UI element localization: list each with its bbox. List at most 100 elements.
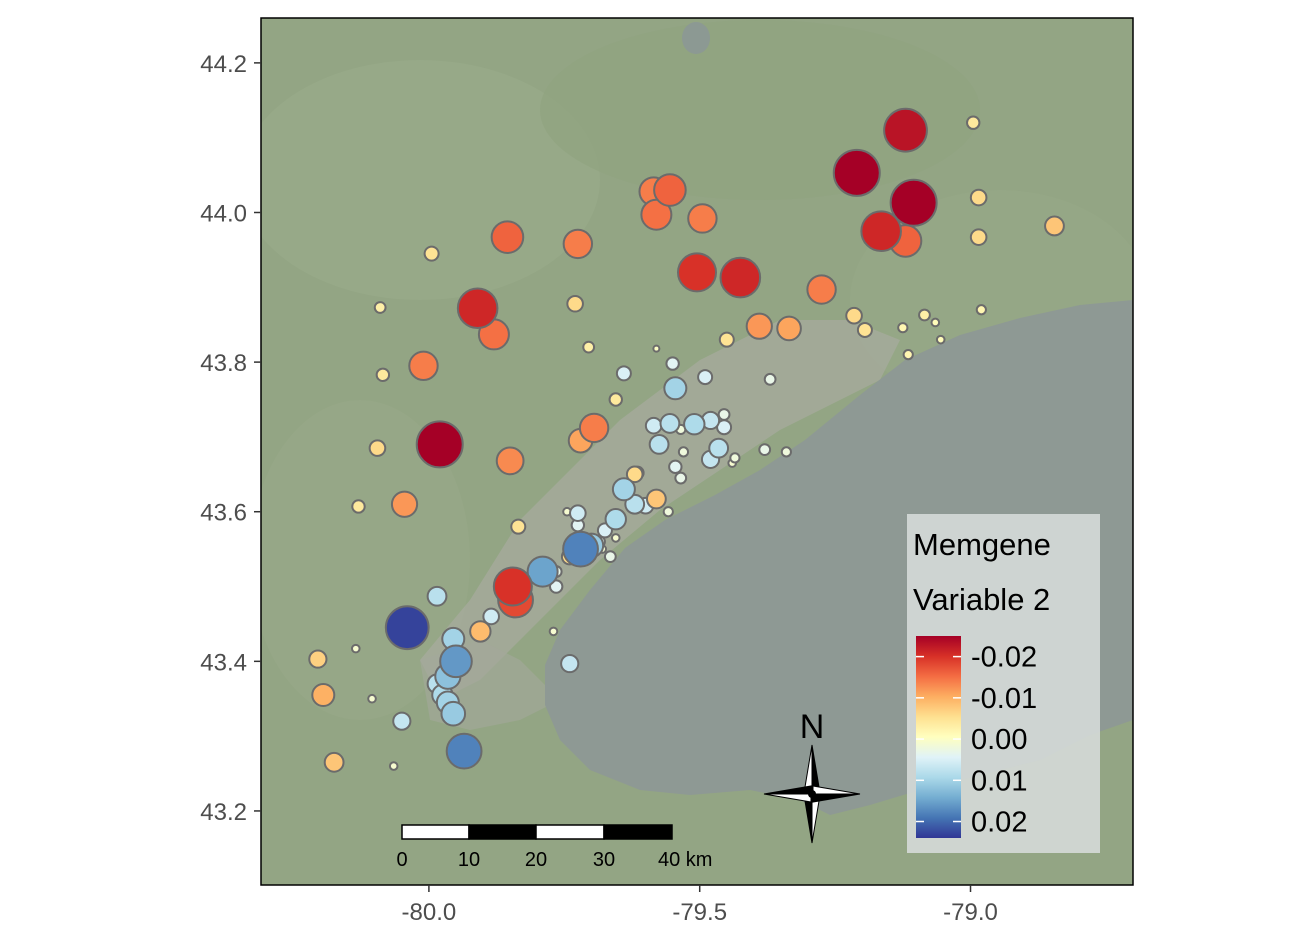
sample-point [560, 653, 580, 674]
sample-point [351, 499, 366, 514]
sample-point [966, 115, 981, 130]
scale-label-0: 0 [396, 849, 407, 871]
sample-point [615, 365, 632, 382]
legend-colorbar [916, 636, 961, 838]
sample-point [469, 620, 492, 643]
sample-point [806, 274, 837, 305]
y-tick-label: 43.8 [200, 350, 247, 377]
sample-point [935, 334, 946, 345]
y-tick-label: 44.0 [200, 200, 247, 227]
sample-point [659, 413, 681, 434]
sample-point [308, 649, 328, 669]
sample-point [776, 315, 802, 342]
sample-point [718, 331, 735, 348]
sample-point [569, 504, 587, 523]
plot-panel-border [260, 17, 1134, 886]
sample-point [719, 256, 762, 299]
sample-point [653, 173, 687, 207]
legend: Memgene Variable 2 -0.02 -0.01 0.00 0.01 0.0… [907, 514, 1100, 853]
sample-point [578, 412, 610, 444]
scale-bar: 0 10 20 30 40 km [396, 824, 712, 871]
sample-point [708, 437, 730, 459]
sample-point [975, 304, 987, 316]
legend-tick-label: 0.02 [971, 807, 1027, 839]
x-tick-label: -80.0 [402, 899, 457, 926]
sample-point [663, 376, 688, 401]
sample-point [426, 585, 448, 607]
sample-point [526, 555, 559, 588]
sample-point [611, 477, 636, 502]
legend-tick-label: -0.01 [971, 683, 1037, 715]
sample-point [440, 700, 467, 727]
sample-point [1044, 215, 1065, 237]
sample-point [610, 533, 621, 543]
sample-point [311, 682, 336, 707]
x-tick-label: -79.5 [672, 899, 727, 926]
sample-point [930, 317, 941, 328]
sample-point [368, 439, 387, 457]
sample-point [780, 446, 792, 458]
sample-point [510, 518, 527, 535]
scale-bar-segment-3 [535, 824, 605, 840]
sample-point [902, 349, 914, 361]
legend-tick-label: 0.01 [971, 765, 1027, 797]
sample-point [608, 392, 623, 407]
sample-point [390, 490, 419, 518]
sample-point [562, 228, 594, 260]
sample-point [388, 761, 399, 771]
sample-point [918, 308, 931, 322]
y-tick-label: 43.6 [200, 500, 247, 527]
sample-point [350, 643, 361, 654]
north-arrow-icon: N [763, 708, 861, 844]
legend-title-line1: Memgene [913, 527, 1051, 562]
y-tick-label: 43.4 [200, 649, 247, 676]
sample-point [758, 443, 772, 457]
sample-point [668, 459, 683, 475]
sample-point [373, 301, 387, 314]
sample-point [677, 446, 690, 458]
sample-point [566, 294, 584, 313]
sample-point [683, 412, 706, 436]
sample-point [562, 530, 599, 568]
sample-point [375, 367, 391, 383]
sample-point [408, 350, 439, 382]
sample-point [392, 711, 412, 731]
y-tick-label: 43.2 [200, 799, 247, 826]
sample-point [845, 306, 863, 325]
x-tick-label: -79.0 [943, 899, 998, 926]
scale-bar-segment-2 [468, 824, 537, 840]
sample-point [665, 356, 680, 371]
sample-point [582, 340, 596, 354]
sample-point [677, 252, 717, 293]
sample-points [308, 107, 1065, 773]
sample-point [445, 732, 483, 770]
sample-point [456, 287, 499, 330]
sample-point [384, 605, 430, 651]
scale-label-40km: 40 km [658, 849, 712, 871]
scale-bar-segment-1 [401, 824, 470, 840]
sample-point [648, 433, 670, 455]
sample-point [495, 446, 525, 476]
sample-point [548, 626, 559, 637]
sample-point [674, 471, 688, 485]
sample-point [860, 210, 902, 252]
sample-point [687, 203, 718, 234]
sample-point [883, 107, 928, 153]
scale-label-10: 10 [458, 849, 480, 871]
sample-point [717, 408, 731, 421]
sample-point [729, 452, 741, 464]
sample-point [482, 607, 500, 626]
sample-point [367, 693, 377, 704]
sample-point [969, 228, 988, 246]
sample-point [644, 416, 663, 435]
sample-point [697, 369, 714, 386]
sample-point [492, 566, 533, 607]
scale-bar-segment-4 [603, 824, 673, 840]
sample-point [423, 245, 440, 262]
sample-point [415, 420, 464, 469]
sample-point [745, 312, 773, 340]
sample-point [832, 148, 881, 197]
sample-point [763, 372, 777, 386]
sample-point [897, 322, 909, 334]
